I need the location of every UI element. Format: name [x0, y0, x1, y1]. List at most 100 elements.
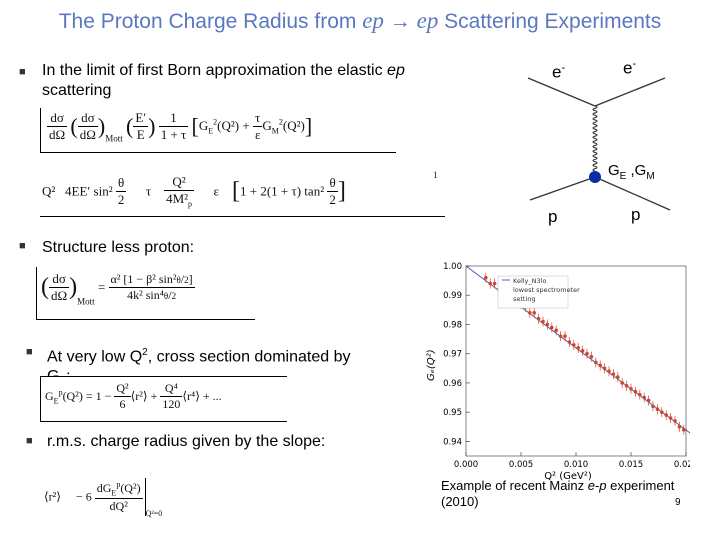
- data-point: [492, 281, 497, 286]
- y-tick-label: 0.98: [443, 320, 462, 330]
- data-point: [646, 398, 651, 403]
- data-point: [572, 343, 576, 347]
- eq2-tau: τ: [145, 183, 152, 199]
- eq5-eval: Q²=0: [145, 508, 163, 518]
- bullet-lowq-g: G: [47, 368, 59, 376]
- electron-in-line: [527, 77, 596, 107]
- eq2-q2: Q²: [42, 183, 56, 199]
- equation-expansion: GEp(Q²) = 1 − Q² 6 ⟨r²⟩ + Q⁴ 120 ⟨r⁴⟩ + ...: [40, 376, 287, 422]
- eq1-dsig-mott: dσ: [77, 110, 98, 127]
- eq4-q4: Q⁴: [160, 381, 183, 397]
- eq5-dq2: dQ²: [109, 498, 128, 513]
- eq2-q2n: Q²: [164, 174, 195, 191]
- bullet-text-low-q2: At very low Q2, cross section dominated …: [47, 343, 407, 376]
- caption-pre: Example of recent Mainz: [441, 478, 588, 493]
- data-point: [594, 360, 598, 365]
- data-point: [620, 381, 624, 385]
- eq2-two: 2: [117, 191, 125, 207]
- eq1-one-tau: 1 + τ: [160, 127, 187, 142]
- slide-title: The Proton Charge Radius from ep → ep Sc…: [0, 8, 720, 34]
- eq1-one: 1: [158, 110, 189, 127]
- eq3-dsig: dσ: [49, 271, 70, 288]
- data-point: [576, 346, 580, 350]
- eq3-equals: =: [97, 279, 106, 295]
- data-point: [488, 281, 492, 286]
- bullet-lowq-post: , cross section dominated by: [147, 348, 351, 366]
- data-point: [629, 386, 633, 391]
- eq1-q2a: (Q²): [217, 117, 240, 133]
- y-tick-label: 0.99: [443, 291, 462, 301]
- eq2-four-ee: 4EE′ sin²: [65, 183, 113, 199]
- bullet-born-line1: In the limit of first Born approximation…: [42, 62, 388, 79]
- data-point: [655, 407, 660, 412]
- proton-out-line: [594, 176, 671, 211]
- data-point: [550, 325, 554, 330]
- label-e-in: e-: [552, 62, 565, 83]
- x-tick-label: 0.010: [564, 460, 588, 470]
- data-point: [607, 369, 611, 374]
- y-tick-label: 0.97: [443, 350, 462, 360]
- eq3-two: 2: [184, 275, 189, 285]
- y-axis-label: Gₑ(Q²): [426, 349, 437, 381]
- eq1-mott: Mott: [105, 133, 123, 144]
- data-point: [624, 384, 629, 388]
- ge-text: G: [608, 162, 620, 179]
- data-point: [638, 392, 642, 397]
- data-point: [660, 410, 664, 414]
- x-tick-label: 0.000: [454, 460, 478, 470]
- gm-sub: M: [646, 171, 655, 182]
- eq3-close: ]: [188, 272, 193, 286]
- eq2-four-mp: 4M²: [166, 191, 189, 206]
- data-point: [633, 389, 638, 394]
- data-point: [585, 351, 589, 356]
- equation-slope: ⟨r²⟩ − 6 dGEp(Q²) dQ² Q²=0: [44, 470, 244, 522]
- eq3-den: 4k² sin⁴: [127, 288, 164, 302]
- eq3-theta-b: θ: [163, 291, 169, 301]
- data-point: [598, 363, 602, 368]
- eq1-e: E: [136, 127, 145, 142]
- y-axis-ticks: 1.00 0.99 0.98 0.97 0.96 0.95 0.94: [443, 262, 470, 447]
- photon-line: [592, 105, 598, 172]
- legend-entry-1: Kelly_N3lo: [513, 277, 546, 285]
- eq3-two-b: 2: [171, 291, 177, 301]
- title-ep-in: ep: [362, 8, 384, 33]
- y-tick-label: 1.00: [443, 262, 462, 272]
- eq4-q2: Q²: [114, 381, 131, 397]
- proton-vertex: [589, 171, 601, 183]
- x-axis-label: Q² (GeV²): [544, 471, 592, 482]
- eq4-g-sub: E: [53, 396, 59, 406]
- data-point: [642, 395, 646, 400]
- bullet-marker-2: ■: [19, 240, 26, 252]
- eq1-ge-sub: E: [208, 126, 214, 136]
- bullet-text-structureless: Structure less proton:: [42, 239, 195, 256]
- data-point: [677, 424, 682, 429]
- label-form-factors: GE ,GM: [608, 162, 655, 182]
- label-e-out: e-: [623, 58, 636, 79]
- eq3-domega: dΩ: [51, 288, 68, 303]
- legend-box: [497, 275, 569, 309]
- data-point: [567, 340, 572, 344]
- label-p-out: p: [631, 205, 641, 224]
- eq3-alpha: α² [1 − β² sin²: [110, 272, 177, 286]
- data-point: [541, 319, 545, 324]
- eq4-g: G: [45, 388, 54, 403]
- gm-text: ,G: [626, 162, 647, 179]
- page-number: 9: [675, 497, 681, 508]
- data-point: [484, 275, 488, 280]
- eq4-r4: ⟨r⁴⟩ + ...: [182, 389, 222, 403]
- form-factor-plot: 1.000.990.980.970.960.950.94 0.000 0.005 0…: [426, 262, 690, 482]
- title-suffix: Scattering Experiments: [438, 10, 662, 33]
- eq1-ge: G: [198, 117, 209, 133]
- y-tick-label: 0.95: [443, 408, 462, 418]
- eq1-gm-sub: M: [271, 126, 279, 136]
- data-point: [589, 354, 594, 359]
- bullet-lowq-sup: 2: [142, 347, 148, 358]
- eq4-r2: ⟨r²⟩ +: [130, 389, 158, 403]
- data-point: [651, 404, 655, 409]
- data-point: [664, 413, 668, 417]
- eq1-eprime: E′: [133, 110, 149, 127]
- data-point: [611, 372, 616, 376]
- data-point: [682, 427, 686, 432]
